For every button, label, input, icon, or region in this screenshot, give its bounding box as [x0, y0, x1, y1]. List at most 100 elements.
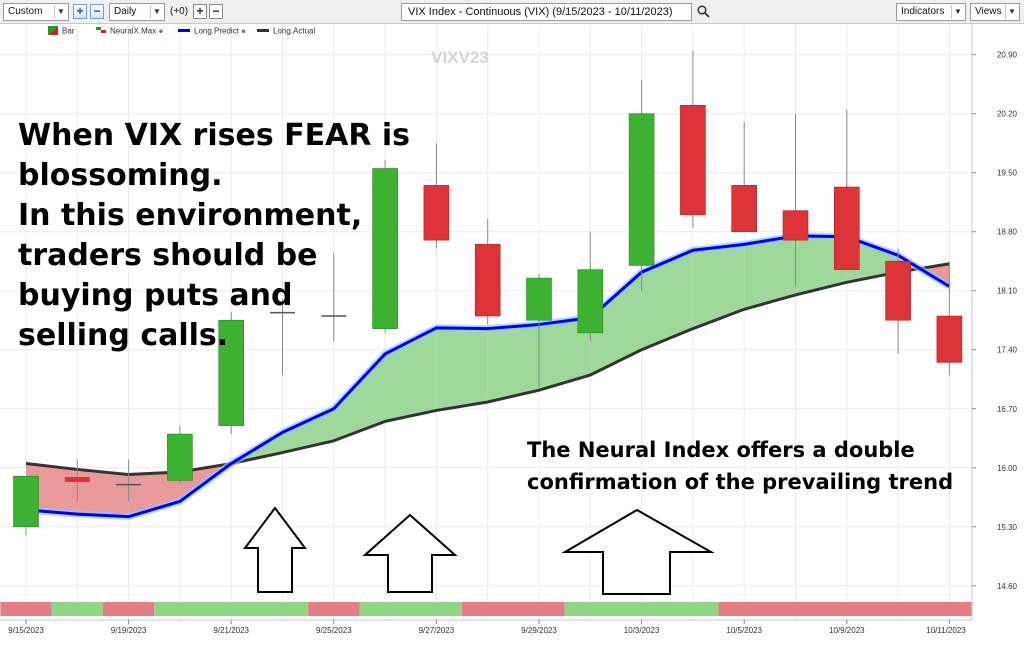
- period-select-value: Daily: [114, 6, 137, 17]
- annotation-line: selling calls.: [18, 318, 229, 353]
- up-arrow-icon: [561, 508, 715, 595]
- y-tick-label: 17.40: [997, 346, 1018, 355]
- x-tick-label: 10/5/2023: [726, 626, 762, 635]
- strip-segment: [308, 602, 360, 616]
- neuralx-icon: [96, 26, 106, 37]
- candle: [782, 113, 809, 287]
- legend-label: Long.Actual: [273, 26, 316, 36]
- offset-plus-button[interactable]: +: [193, 4, 207, 19]
- candle: [885, 248, 911, 354]
- candle: [423, 143, 450, 249]
- neural-fill-area: [26, 463, 78, 515]
- neural-fill-area: [333, 353, 386, 441]
- strip-segment: [564, 602, 719, 616]
- candle: [270, 299, 295, 376]
- candle-body: [936, 315, 963, 363]
- strip-segment: [102, 602, 155, 616]
- offset-minus-button[interactable]: −: [209, 4, 223, 19]
- annotation-line: The Neural Index offers a double: [527, 438, 915, 462]
- candle: [13, 475, 39, 536]
- candle: [372, 160, 398, 333]
- zoom-in-button[interactable]: +: [73, 4, 87, 19]
- legend-item-long-predict[interactable]: Long.Predict ●: [178, 26, 246, 37]
- x-tick-label: 9/21/2023: [213, 626, 249, 635]
- y-tick-label: 20.20: [997, 110, 1018, 119]
- line-icon: [257, 26, 269, 37]
- candle: [218, 311, 244, 435]
- strip-segment: [718, 602, 972, 616]
- candle-body: [833, 186, 860, 270]
- annotation-line: buying puts and: [18, 278, 293, 313]
- candle: [526, 273, 552, 388]
- up-arrow-icon: [362, 513, 458, 593]
- up-arrow-icon: [243, 506, 307, 593]
- candle-body: [474, 244, 501, 317]
- candle-body: [782, 210, 809, 241]
- annotation-line: In this environment,: [18, 198, 363, 233]
- x-tick-label: 9/19/2023: [111, 626, 147, 635]
- indicators-select[interactable]: Indicators ▼: [896, 3, 966, 21]
- annotation-line: traders should be: [18, 238, 318, 273]
- neural-fill-area: [641, 250, 693, 350]
- y-tick-label: 15.30: [997, 523, 1018, 532]
- neural-fill-area: [77, 469, 129, 517]
- candle-body: [526, 277, 552, 321]
- annotation-line: blossoming.: [18, 158, 223, 193]
- legend-item-neuralx[interactable]: NeuralX.Max ●: [96, 26, 163, 37]
- x-axis: 9/15/2023 9/19/2023 9/21/2023 9/25/2023 9/27…: [0, 619, 972, 635]
- candle-body: [13, 475, 39, 528]
- candle-body: [680, 104, 706, 216]
- legend-item-bar[interactable]: Bar: [48, 26, 74, 37]
- strip-segment: [462, 602, 565, 616]
- zoom-out-button[interactable]: −: [90, 4, 104, 19]
- y-tick-label: 14.60: [997, 582, 1018, 591]
- legend-label: NeuralX.Max: [110, 26, 157, 36]
- candle: [167, 425, 193, 485]
- x-tick-label: 9/15/2023: [8, 626, 44, 635]
- y-tick-label: 18.80: [997, 228, 1018, 237]
- chevron-down-icon: ▼: [54, 5, 67, 19]
- line-icon: [178, 26, 190, 37]
- candle-body: [885, 260, 911, 321]
- legend-label: Long.Predict: [194, 26, 239, 36]
- candle: [64, 459, 90, 502]
- y-tick-label: 18.10: [997, 287, 1018, 296]
- candle-body: [167, 433, 193, 481]
- legend-item-long-actual[interactable]: Long.Actual: [257, 26, 315, 37]
- x-tick-label: 10/9/2023: [829, 626, 865, 635]
- candle: [474, 219, 501, 325]
- strip-segment: [0, 602, 52, 616]
- y-tick-label: 19.50: [997, 169, 1018, 178]
- candles: [13, 50, 963, 536]
- layout-select-value: Custom: [8, 6, 43, 17]
- candle-body: [218, 319, 244, 426]
- candle: [936, 261, 963, 376]
- neural-fill-area: [487, 324, 539, 403]
- search-icon[interactable]: [697, 5, 710, 21]
- candle: [731, 122, 758, 233]
- toolbar: Custom ▼ + − Daily ▼ (+0) + − VIX Index …: [0, 0, 1024, 24]
- candle: [116, 459, 142, 502]
- candle: [628, 79, 655, 291]
- x-tick-label: 9/25/2023: [316, 626, 352, 635]
- layout-select[interactable]: Custom ▼: [3, 3, 69, 21]
- neural-fill-area: [590, 272, 642, 376]
- y-tick-label: 16.70: [997, 405, 1018, 414]
- symbol-title-field[interactable]: VIX Index - Continuous (VIX) (9/15/2023 …: [401, 3, 692, 21]
- annotation-neural-index: The Neural Index offers a double confirm…: [527, 434, 1007, 498]
- period-select[interactable]: Daily ▼: [109, 3, 165, 21]
- annotation-line: When VIX rises FEAR is: [18, 118, 411, 153]
- x-tick-label: 9/27/2023: [419, 626, 455, 635]
- y-tick-label: 16.00: [997, 464, 1018, 473]
- views-select[interactable]: Views ▼: [970, 3, 1020, 21]
- strip-segment: [359, 602, 463, 616]
- watermark: VIXV23: [431, 48, 489, 67]
- strip-segment: [51, 602, 103, 616]
- neural-fill-area: [692, 244, 745, 329]
- candle: [577, 231, 604, 342]
- candle: [680, 50, 706, 228]
- candle-body: [423, 185, 450, 241]
- y-axis: 20.90 20.20 19.50 18.80 18.10 17.40 16.70 16.00…: [971, 25, 1018, 620]
- neural-fill-area: [128, 471, 180, 517]
